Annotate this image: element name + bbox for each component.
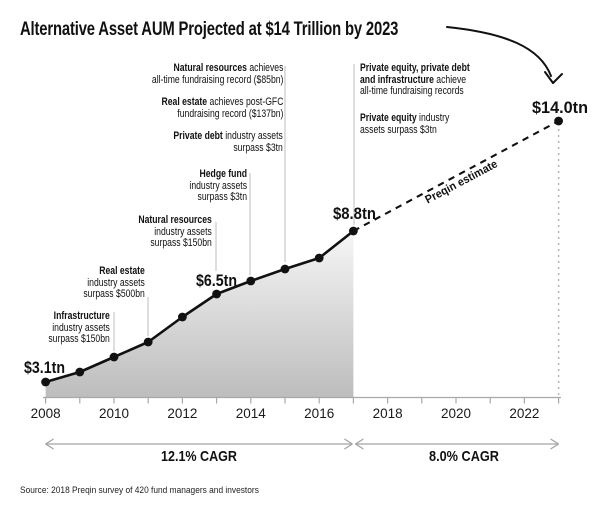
x-axis-year-label: 2022 bbox=[509, 406, 539, 421]
cagr-label: 8.0% CAGR bbox=[429, 448, 499, 465]
x-axis-year-label: 2016 bbox=[304, 406, 334, 421]
annotation-line: surpass $500bn bbox=[83, 288, 145, 300]
annotation-line: surpass $3tn bbox=[233, 141, 283, 154]
title-arrow bbox=[446, 26, 552, 77]
annotation-line: surpass $3tn bbox=[197, 191, 247, 203]
annotation-line: Hedge fund bbox=[199, 168, 247, 180]
data-point-2010 bbox=[109, 352, 119, 362]
x-axis-year-label: 2012 bbox=[167, 406, 197, 421]
x-axis-year-label: 2018 bbox=[373, 406, 403, 421]
data-point-2012 bbox=[178, 312, 187, 322]
cagr-arrowhead bbox=[550, 443, 559, 450]
title-arrowhead bbox=[544, 71, 554, 84]
milestone-annotation: Hedge fund industry assets surpass $3tn bbox=[189, 168, 247, 204]
annotation-line: surpass $150bn bbox=[150, 237, 212, 249]
annotation-line: Real estate achieves post-GFC bbox=[161, 96, 283, 108]
data-point-2013 bbox=[212, 289, 222, 299]
data-point-2014 bbox=[246, 276, 256, 286]
cagr-arrowhead bbox=[344, 443, 353, 450]
data-point-2023 bbox=[554, 116, 563, 126]
x-axis-year-label: 2010 bbox=[99, 406, 129, 421]
milestone-annotation: Real estate industry assets surpass $500bn bbox=[83, 265, 145, 301]
cagr-arrowhead bbox=[45, 438, 54, 445]
value-label-2023: $14.0tn bbox=[532, 98, 588, 117]
annotation-line: and infrastructure achieve bbox=[360, 73, 467, 86]
milestone-annotation: Infrastructure industry assets surpass $15… bbox=[48, 310, 110, 346]
source-note: Source: 2018 Preqin survey of 420 fund m… bbox=[20, 485, 259, 496]
annotation-line: Infrastructure bbox=[53, 310, 110, 322]
milestone-annotation: Private debt industry assets surpass $3tn bbox=[173, 130, 283, 154]
annotation-line: fundraising record ($137bn) bbox=[176, 107, 283, 120]
aum-line-projected bbox=[352, 120, 560, 232]
title-arrowhead bbox=[552, 73, 563, 84]
annotation-line: industry assets bbox=[154, 225, 212, 238]
x-axis-year-label: 2008 bbox=[31, 406, 61, 421]
cagr-arrowhead bbox=[355, 438, 364, 445]
milestone-annotation: Private equity industry assets surpass $3… bbox=[360, 112, 450, 136]
milestone-annotation: Real estate achieves post-GFC fundraising… bbox=[161, 96, 283, 120]
value-label-2013: $6.5tn bbox=[196, 271, 237, 290]
chart-title: Alternative Asset AUM Projected at $14 T… bbox=[20, 19, 399, 40]
annotation-line: industry assets bbox=[189, 179, 247, 192]
annotation-line: all-time fundraising records bbox=[360, 85, 464, 97]
cagr-arrowhead bbox=[45, 443, 54, 450]
cagr-arrowhead bbox=[344, 438, 353, 445]
annotation-line: Natural resources bbox=[138, 214, 212, 226]
annotation-line: surpass $150bn bbox=[48, 333, 110, 345]
data-point-2016 bbox=[314, 253, 324, 263]
annotation-line: all-time fundraising record ($85bn) bbox=[151, 73, 283, 86]
x-axis-year-label: 2014 bbox=[236, 406, 267, 421]
cagr-label: 12.1% CAGR bbox=[161, 448, 237, 465]
annotation-line: industry assets bbox=[52, 321, 110, 334]
x-axis-year-label: 2020 bbox=[441, 406, 471, 421]
annotation-line: Private equity, private debt bbox=[360, 62, 470, 74]
data-point-2015 bbox=[280, 264, 290, 274]
annotation-line: assets surpass $3tn bbox=[360, 123, 437, 136]
annotation-line: Real estate bbox=[99, 265, 145, 277]
value-label-2008: $3.1tn bbox=[24, 358, 65, 377]
data-point-2017 bbox=[349, 226, 358, 236]
projection-estimate-label: Preqin estimate bbox=[423, 158, 499, 206]
aum-line-historical bbox=[45, 229, 355, 384]
annotation-line: Natural resources achieves bbox=[173, 62, 283, 74]
data-point-2009 bbox=[75, 367, 85, 377]
value-label-2017: $8.8tn bbox=[333, 204, 376, 223]
cagr-arrowhead bbox=[550, 438, 559, 445]
milestone-annotation: Natural resources industry assets surpass … bbox=[138, 214, 212, 250]
milestone-annotation: Natural resources achieves all-time fundr… bbox=[151, 62, 283, 86]
annotation-line: Private debt industry assets bbox=[173, 130, 283, 142]
cagr-arrowhead bbox=[355, 443, 364, 450]
data-point-2008 bbox=[41, 377, 50, 387]
milestone-annotation: Private equity, private debt and infrastr… bbox=[360, 62, 470, 98]
data-point-2011 bbox=[143, 337, 153, 347]
annotation-line: Private equity industry bbox=[360, 112, 450, 124]
annotation-line: industry assets bbox=[87, 276, 145, 289]
